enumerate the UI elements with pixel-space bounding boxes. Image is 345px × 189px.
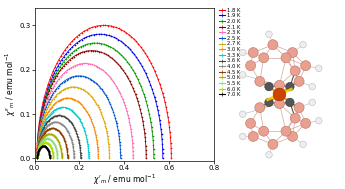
Circle shape — [309, 99, 315, 106]
Circle shape — [288, 48, 297, 57]
Circle shape — [301, 118, 310, 128]
Circle shape — [294, 103, 304, 113]
Circle shape — [259, 53, 269, 63]
Circle shape — [265, 98, 273, 107]
Circle shape — [239, 111, 246, 117]
Circle shape — [239, 49, 246, 56]
Legend: 1.8 K, 1.9 K, 2.0 K, 2.1 K, 2.3 K, 2.5 K, 2.7 K, 3.0 K, 3.3 K, 3.6 K, 4.0 K, 4.5: 1.8 K, 1.9 K, 2.0 K, 2.1 K, 2.3 K, 2.5 K… — [218, 7, 241, 98]
Circle shape — [309, 83, 315, 90]
Circle shape — [300, 141, 306, 148]
Circle shape — [286, 82, 294, 91]
Circle shape — [259, 126, 269, 136]
Circle shape — [288, 132, 297, 141]
Circle shape — [281, 126, 291, 136]
Circle shape — [275, 99, 284, 109]
Circle shape — [268, 139, 278, 149]
Circle shape — [301, 61, 310, 71]
Circle shape — [239, 72, 246, 78]
Circle shape — [266, 152, 272, 158]
Circle shape — [294, 76, 304, 86]
Circle shape — [268, 40, 278, 50]
Circle shape — [286, 98, 294, 107]
X-axis label: $\chi'_m$ / emu mol$^{-1}$: $\chi'_m$ / emu mol$^{-1}$ — [93, 172, 156, 187]
Circle shape — [265, 82, 273, 91]
Circle shape — [281, 53, 291, 63]
Circle shape — [300, 41, 306, 48]
Circle shape — [248, 48, 258, 57]
Circle shape — [255, 103, 265, 113]
Circle shape — [239, 133, 246, 140]
Circle shape — [290, 113, 300, 123]
Circle shape — [315, 117, 322, 124]
Circle shape — [255, 76, 265, 86]
Circle shape — [246, 61, 256, 71]
Circle shape — [273, 88, 286, 101]
Circle shape — [315, 65, 322, 72]
Circle shape — [248, 132, 258, 141]
Circle shape — [290, 66, 300, 76]
Circle shape — [266, 31, 272, 37]
Circle shape — [246, 118, 256, 128]
Y-axis label: $\chi''_m$ / emu mol$^{-1}$: $\chi''_m$ / emu mol$^{-1}$ — [3, 52, 18, 116]
Circle shape — [275, 80, 284, 90]
